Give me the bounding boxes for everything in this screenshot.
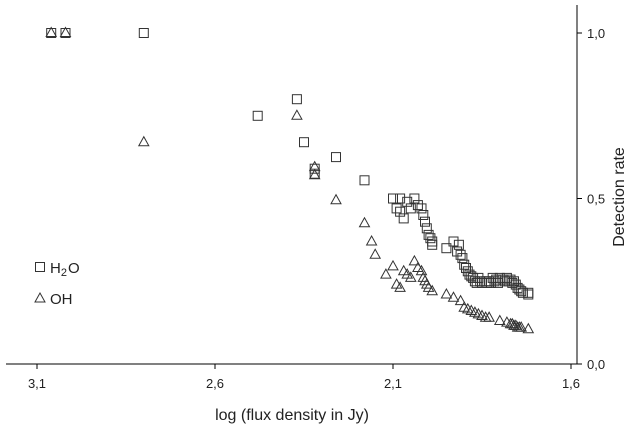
oh-data-point <box>506 317 519 329</box>
h2o-data-point <box>453 239 464 250</box>
legend: H2O OH <box>34 260 80 308</box>
h2o-data-point <box>425 233 436 244</box>
data-points <box>45 26 535 334</box>
oh-data-point <box>45 26 58 37</box>
legend-h2o-label: H2O <box>50 260 80 279</box>
h2o-data-point <box>138 28 149 38</box>
oh-data-point <box>291 109 303 120</box>
h2o-data-point <box>441 243 452 254</box>
oh-data-point <box>515 321 528 332</box>
oh-data-point <box>483 311 495 322</box>
h2o-data-point <box>421 223 432 234</box>
h2o-data-point <box>423 229 434 240</box>
h2o-data-point <box>291 94 302 105</box>
oh-data-point <box>397 264 410 276</box>
legend-h2o-label-main: H <box>50 260 61 277</box>
x-axis-title: log (flux density in Jy) <box>215 407 369 424</box>
oh-data-point <box>137 135 150 147</box>
h2o-data-point <box>412 200 423 211</box>
h2o-data-point <box>405 203 416 214</box>
h2o-data-point <box>427 239 438 250</box>
h2o-data-point <box>416 203 427 214</box>
legend-h2o-square-marker <box>35 262 45 272</box>
y-tick-label: 0,5 <box>587 192 605 207</box>
oh-data-point <box>59 26 72 37</box>
y-tick-label: 0,0 <box>587 357 605 372</box>
oh-data-point <box>387 259 399 271</box>
legend-oh-triangle-marker <box>34 291 46 303</box>
y-axis-title: Detection rate <box>611 147 628 247</box>
h2o-data-point <box>448 236 459 247</box>
h2o-data-point <box>420 216 430 227</box>
oh-data-point <box>408 254 421 266</box>
h2o-data-point <box>455 249 466 260</box>
h2o-data-point <box>395 193 406 204</box>
oh-data-point <box>447 291 460 302</box>
h2o-data-point <box>359 175 370 186</box>
h2o-data-point <box>391 203 402 214</box>
oh-data-point <box>493 314 506 325</box>
h2o-data-point <box>398 213 409 224</box>
h2o-data-point <box>457 253 468 264</box>
h2o-data-point <box>299 137 309 148</box>
h2o-data-point <box>459 259 470 270</box>
oh-data-point <box>426 284 439 296</box>
h2o-data-point <box>409 193 420 204</box>
oh-data-point <box>394 281 406 292</box>
oh-data-point <box>390 278 403 289</box>
x-tick-label: 2,6 <box>206 376 224 391</box>
h2o-data-point <box>252 110 263 121</box>
oh-data-point <box>420 278 433 289</box>
h2o-data-point <box>402 196 413 207</box>
x-tick-label: 3,1 <box>28 376 46 391</box>
h2o-data-point <box>503 276 514 287</box>
h2o-data-point <box>516 286 527 297</box>
h2o-data-point <box>395 206 406 217</box>
oh-data-point <box>454 294 467 306</box>
h2o-data-point <box>523 289 534 300</box>
h2o-data-point <box>469 276 480 287</box>
oh-data-point <box>461 302 474 314</box>
oh-data-point <box>365 234 378 246</box>
h2o-data-point <box>509 276 519 287</box>
h2o-data-point <box>452 246 463 257</box>
h2o-data-point <box>461 263 471 273</box>
oh-data-point <box>522 322 535 334</box>
ticks: 3,1 2,6 2,1 1,6 0,0 0,5 1,0 <box>28 26 605 391</box>
oh-data-point <box>358 216 371 228</box>
oh-data-point <box>308 168 321 180</box>
h2o-data-point <box>331 152 341 163</box>
oh-data-point <box>440 287 453 299</box>
oh-data-point <box>330 193 342 205</box>
h2o-data-point <box>517 287 528 298</box>
legend-h2o-label-sub: 2 <box>61 267 67 279</box>
x-tick-label: 2,1 <box>384 376 402 391</box>
oh-data-point <box>380 268 392 279</box>
x-tick-label: 1,6 <box>562 376 580 391</box>
axes <box>6 5 578 365</box>
oh-data-point <box>415 264 428 276</box>
h2o-data-point <box>418 210 429 220</box>
legend-h2o-label-tail: O <box>68 260 80 277</box>
h2o-data-point <box>388 193 398 204</box>
legend-oh-label: OH <box>50 291 73 308</box>
oh-data-point <box>404 271 417 282</box>
oh-data-point <box>369 248 382 259</box>
y-tick-label: 1,0 <box>587 26 605 41</box>
